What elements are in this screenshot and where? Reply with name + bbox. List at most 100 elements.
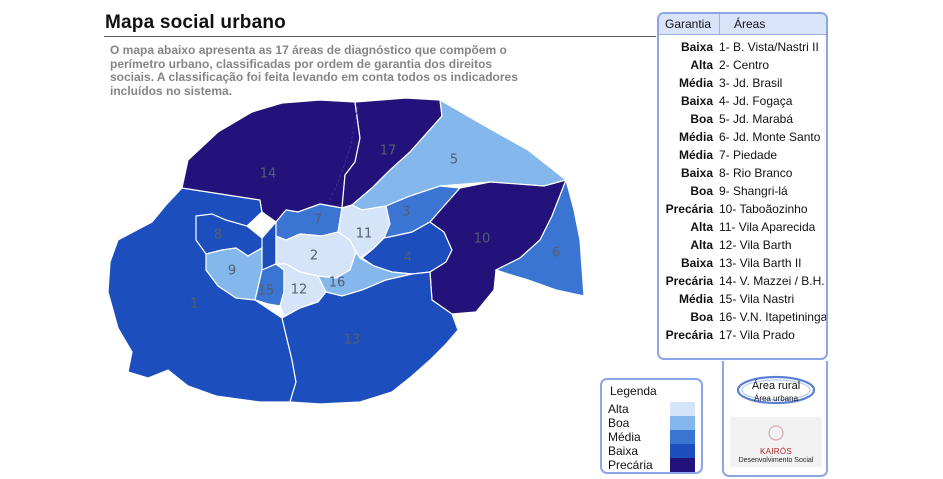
area-name: 6- Jd. Monte Santo: [719, 130, 821, 144]
region-label-4: 4: [404, 251, 412, 266]
area-row[interactable]: Alta 11- Vila Aparecida: [659, 220, 826, 238]
area-row[interactable]: Baixa 8- Rio Branco: [659, 166, 826, 184]
area-row[interactable]: Precária 17- Vila Prado: [659, 328, 826, 346]
area-garantia: Média: [678, 76, 713, 90]
legend-label: Boa: [608, 416, 630, 430]
rural-area-label: Área rural: [751, 380, 801, 392]
region-label-5: 5: [450, 153, 458, 168]
area-name: 7- Piedade: [719, 148, 778, 162]
legend-swatch: [670, 430, 695, 444]
rural-switch-panel: Área rural Área urbana KAIRÓS Desenvolvi…: [722, 361, 828, 477]
area-row[interactable]: Boa 16- V.N. Itapetininga: [659, 310, 828, 328]
legend-swatch: [670, 402, 695, 416]
area-name: 12- Vila Barth: [719, 238, 792, 252]
area-garantia: Média: [678, 148, 713, 162]
legend-title: Legenda: [610, 384, 657, 398]
legend-item: Alta: [608, 402, 700, 416]
area-name: 2- Centro: [719, 58, 770, 72]
area-row[interactable]: Média 6- Jd. Monte Santo: [659, 130, 826, 148]
legend-box: Legenda Alta Boa Média Baixa Precária: [600, 378, 703, 474]
area-garantia: Alta: [690, 58, 713, 72]
area-row[interactable]: Média 7- Piedade: [659, 148, 826, 166]
legend-swatch: [670, 458, 695, 472]
area-row[interactable]: Baixa 4- Jd. Fogaça: [659, 94, 826, 112]
area-name: 17- Vila Prado: [719, 328, 795, 342]
legend-item: Média: [608, 430, 700, 444]
area-row[interactable]: Alta 12- Vila Barth: [659, 238, 826, 256]
legend-label: Baixa: [608, 444, 639, 458]
region-label-16: 16: [329, 276, 346, 291]
legend-swatch: [670, 444, 695, 458]
areas-panel-header: Garantia Áreas: [659, 14, 826, 35]
kairos-logo-mark-icon: [768, 425, 784, 441]
legend-label: Precária: [608, 458, 653, 472]
area-row[interactable]: Alta 2- Centro: [659, 58, 826, 76]
area-name: 1- B. Vista/Nastri II: [719, 40, 819, 54]
area-garantia: Alta: [690, 220, 713, 234]
area-name: 11- Vila Aparecida: [719, 220, 816, 234]
legend-label: Alta: [608, 402, 629, 416]
area-row[interactable]: Boa 5- Jd. Marabá: [659, 112, 826, 130]
kairos-logo: KAIRÓS Desenvolvimento Social: [730, 417, 822, 467]
areas-panel: Garantia Áreas Baixa 1- B. Vista/Nastri I…: [657, 12, 828, 360]
area-garantia: Média: [678, 292, 713, 306]
area-garantia: Baixa: [680, 166, 713, 180]
area-name: 8- Rio Branco: [719, 166, 793, 180]
area-garantia: Baixa: [680, 256, 713, 270]
region-label-13: 13: [344, 333, 361, 348]
region-label-2: 2: [310, 249, 318, 264]
region-label-1: 1: [190, 297, 198, 312]
region-label-11: 11: [356, 227, 373, 242]
urban-area-label: Área urbana: [753, 394, 799, 403]
region-13[interactable]: [281, 271, 459, 405]
area-row[interactable]: Precária 14- V. Mazzei / B.H.: [659, 274, 826, 292]
area-garantia: Precária: [665, 328, 713, 342]
area-name: 9- Shangri-lá: [719, 184, 788, 198]
area-garantia: Baixa: [680, 94, 713, 108]
kairos-name: KAIRÓS: [759, 447, 793, 456]
area-garantia: Média: [678, 130, 713, 144]
area-row[interactable]: Precária 10- Taboãozinho: [659, 202, 826, 220]
region-label-6: 6: [552, 246, 560, 261]
region-6[interactable]: [494, 178, 585, 297]
area-row[interactable]: Baixa 13- Vila Barth II: [659, 256, 826, 274]
area-name: 4- Jd. Fogaça: [719, 94, 793, 108]
rural-area-button[interactable]: Área rural Área urbana: [736, 375, 816, 405]
area-garantia: Boa: [690, 112, 713, 126]
region-label-3: 3: [402, 205, 410, 220]
area-row[interactable]: Boa 9- Shangri-lá: [659, 184, 826, 202]
area-row[interactable]: Média 3- Jd. Brasil: [659, 76, 826, 94]
area-garantia: Precária: [665, 274, 713, 288]
region-label-15: 15: [258, 284, 275, 299]
road-line: [329, 105, 359, 201]
area-row[interactable]: Baixa 1- B. Vista/Nastri II: [659, 40, 826, 58]
region-label-14: 14: [260, 167, 277, 182]
area-garantia: Precária: [665, 202, 713, 216]
area-garantia: Alta: [690, 238, 713, 252]
region-label-10: 10: [474, 232, 491, 247]
title-divider: [104, 36, 656, 37]
map-description: O mapa abaixo apresenta as 17 áreas de d…: [110, 43, 518, 98]
header-divider: [719, 14, 720, 34]
legend-swatch: [670, 416, 695, 430]
area-row[interactable]: Média 15- Vila Nastri: [659, 292, 826, 310]
area-garantia: Baixa: [680, 40, 713, 54]
legend-label: Média: [608, 430, 641, 444]
page-title: Mapa social urbano: [105, 12, 286, 33]
legend-item: Precária: [608, 458, 700, 472]
area-name: 16- V.N. Itapetininga: [719, 310, 828, 324]
area-name: 10- Taboãozinho: [719, 202, 808, 216]
kairos-subtitle: Desenvolvimento Social: [738, 457, 814, 464]
region-label-17: 17: [380, 144, 397, 159]
area-name: 13- Vila Barth II: [719, 256, 802, 270]
header-garantia: Garantia: [665, 17, 712, 31]
legend-item: Boa: [608, 416, 700, 430]
area-name: 15- Vila Nastri: [719, 292, 795, 306]
area-name: 5- Jd. Marabá: [719, 112, 794, 126]
region-label-8: 8: [214, 228, 222, 243]
region-label-7: 7: [314, 213, 322, 228]
area-name: 14- V. Mazzei / B.H.: [719, 274, 825, 288]
area-name: 3- Jd. Brasil: [719, 76, 783, 90]
region-label-9: 9: [228, 264, 236, 279]
